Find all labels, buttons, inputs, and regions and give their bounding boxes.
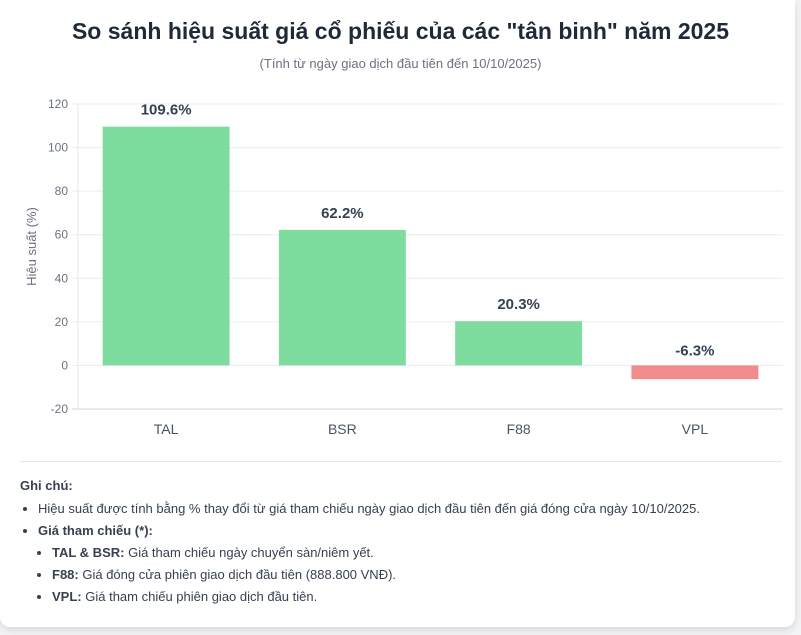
y-tick-label: 100 [48,141,68,155]
bar-vpl [631,365,759,380]
note-key: TAL & BSR: [52,545,125,560]
notes-heading: Ghi chú: [20,478,73,493]
y-axis-label: Hiệu suất (%) [24,207,39,286]
note-text: Giá tham chiếu ngày chuyển sàn/niêm yết. [124,545,374,560]
data-label: -6.3% [675,342,714,359]
note-item-label: Giá tham chiếu (*): [38,523,153,538]
divider [20,461,782,462]
note-subitem: F88: Giá đóng cửa phiên giao dịch đầu ti… [52,567,700,583]
bar-f88 [455,321,583,366]
note-item: Giá tham chiếu (*): TAL & BSR: Giá tham … [38,523,700,605]
x-tick-label: F88 [507,421,531,437]
data-label: 62.2% [321,205,364,222]
data-label: 109.6% [141,102,192,119]
x-tick-label: TAL [154,421,179,437]
y-tick-label: 120 [48,97,68,111]
bar-chart: -20 0 20 40 60 80 100 120 Hiệu suất (%) 109.6% TAL… [24,97,783,437]
y-tick-label: -20 [51,402,69,416]
x-tick-label: BSR [328,421,357,437]
y-tick-label: 80 [55,184,69,198]
y-tick-label: 60 [55,228,69,242]
y-tick-label: 40 [55,271,69,285]
y-tick-label: 20 [55,315,69,329]
bar-tal [102,126,230,366]
notes-section: Ghi chú: Hiệu suất được tính bằng % thay… [20,478,700,611]
data-label: 20.3% [497,296,540,313]
note-text: Giá đóng cửa phiên giao dịch đầu tiên (8… [78,567,397,582]
y-tick-label: 0 [61,358,68,372]
note-subitem: VPL: Giá tham chiếu phiên giao dịch đầu … [52,589,700,605]
x-tick-label: VPL [682,421,709,437]
note-item: Hiệu suất được tính bằng % thay đổi từ g… [38,501,700,517]
note-key: F88: [52,567,79,582]
bar-bsr [278,229,406,366]
note-text: Giá tham chiếu phiên giao dịch đầu tiên. [81,589,318,604]
note-key: VPL: [52,589,82,604]
chart-title: So sánh hiệu suất giá cổ phiếu của các "… [71,18,730,44]
chart-subtitle: (Tính từ ngày giao dịch đầu tiên đến 10/… [259,56,542,71]
note-subitem: TAL & BSR: Giá tham chiếu ngày chuyển sà… [52,545,700,561]
